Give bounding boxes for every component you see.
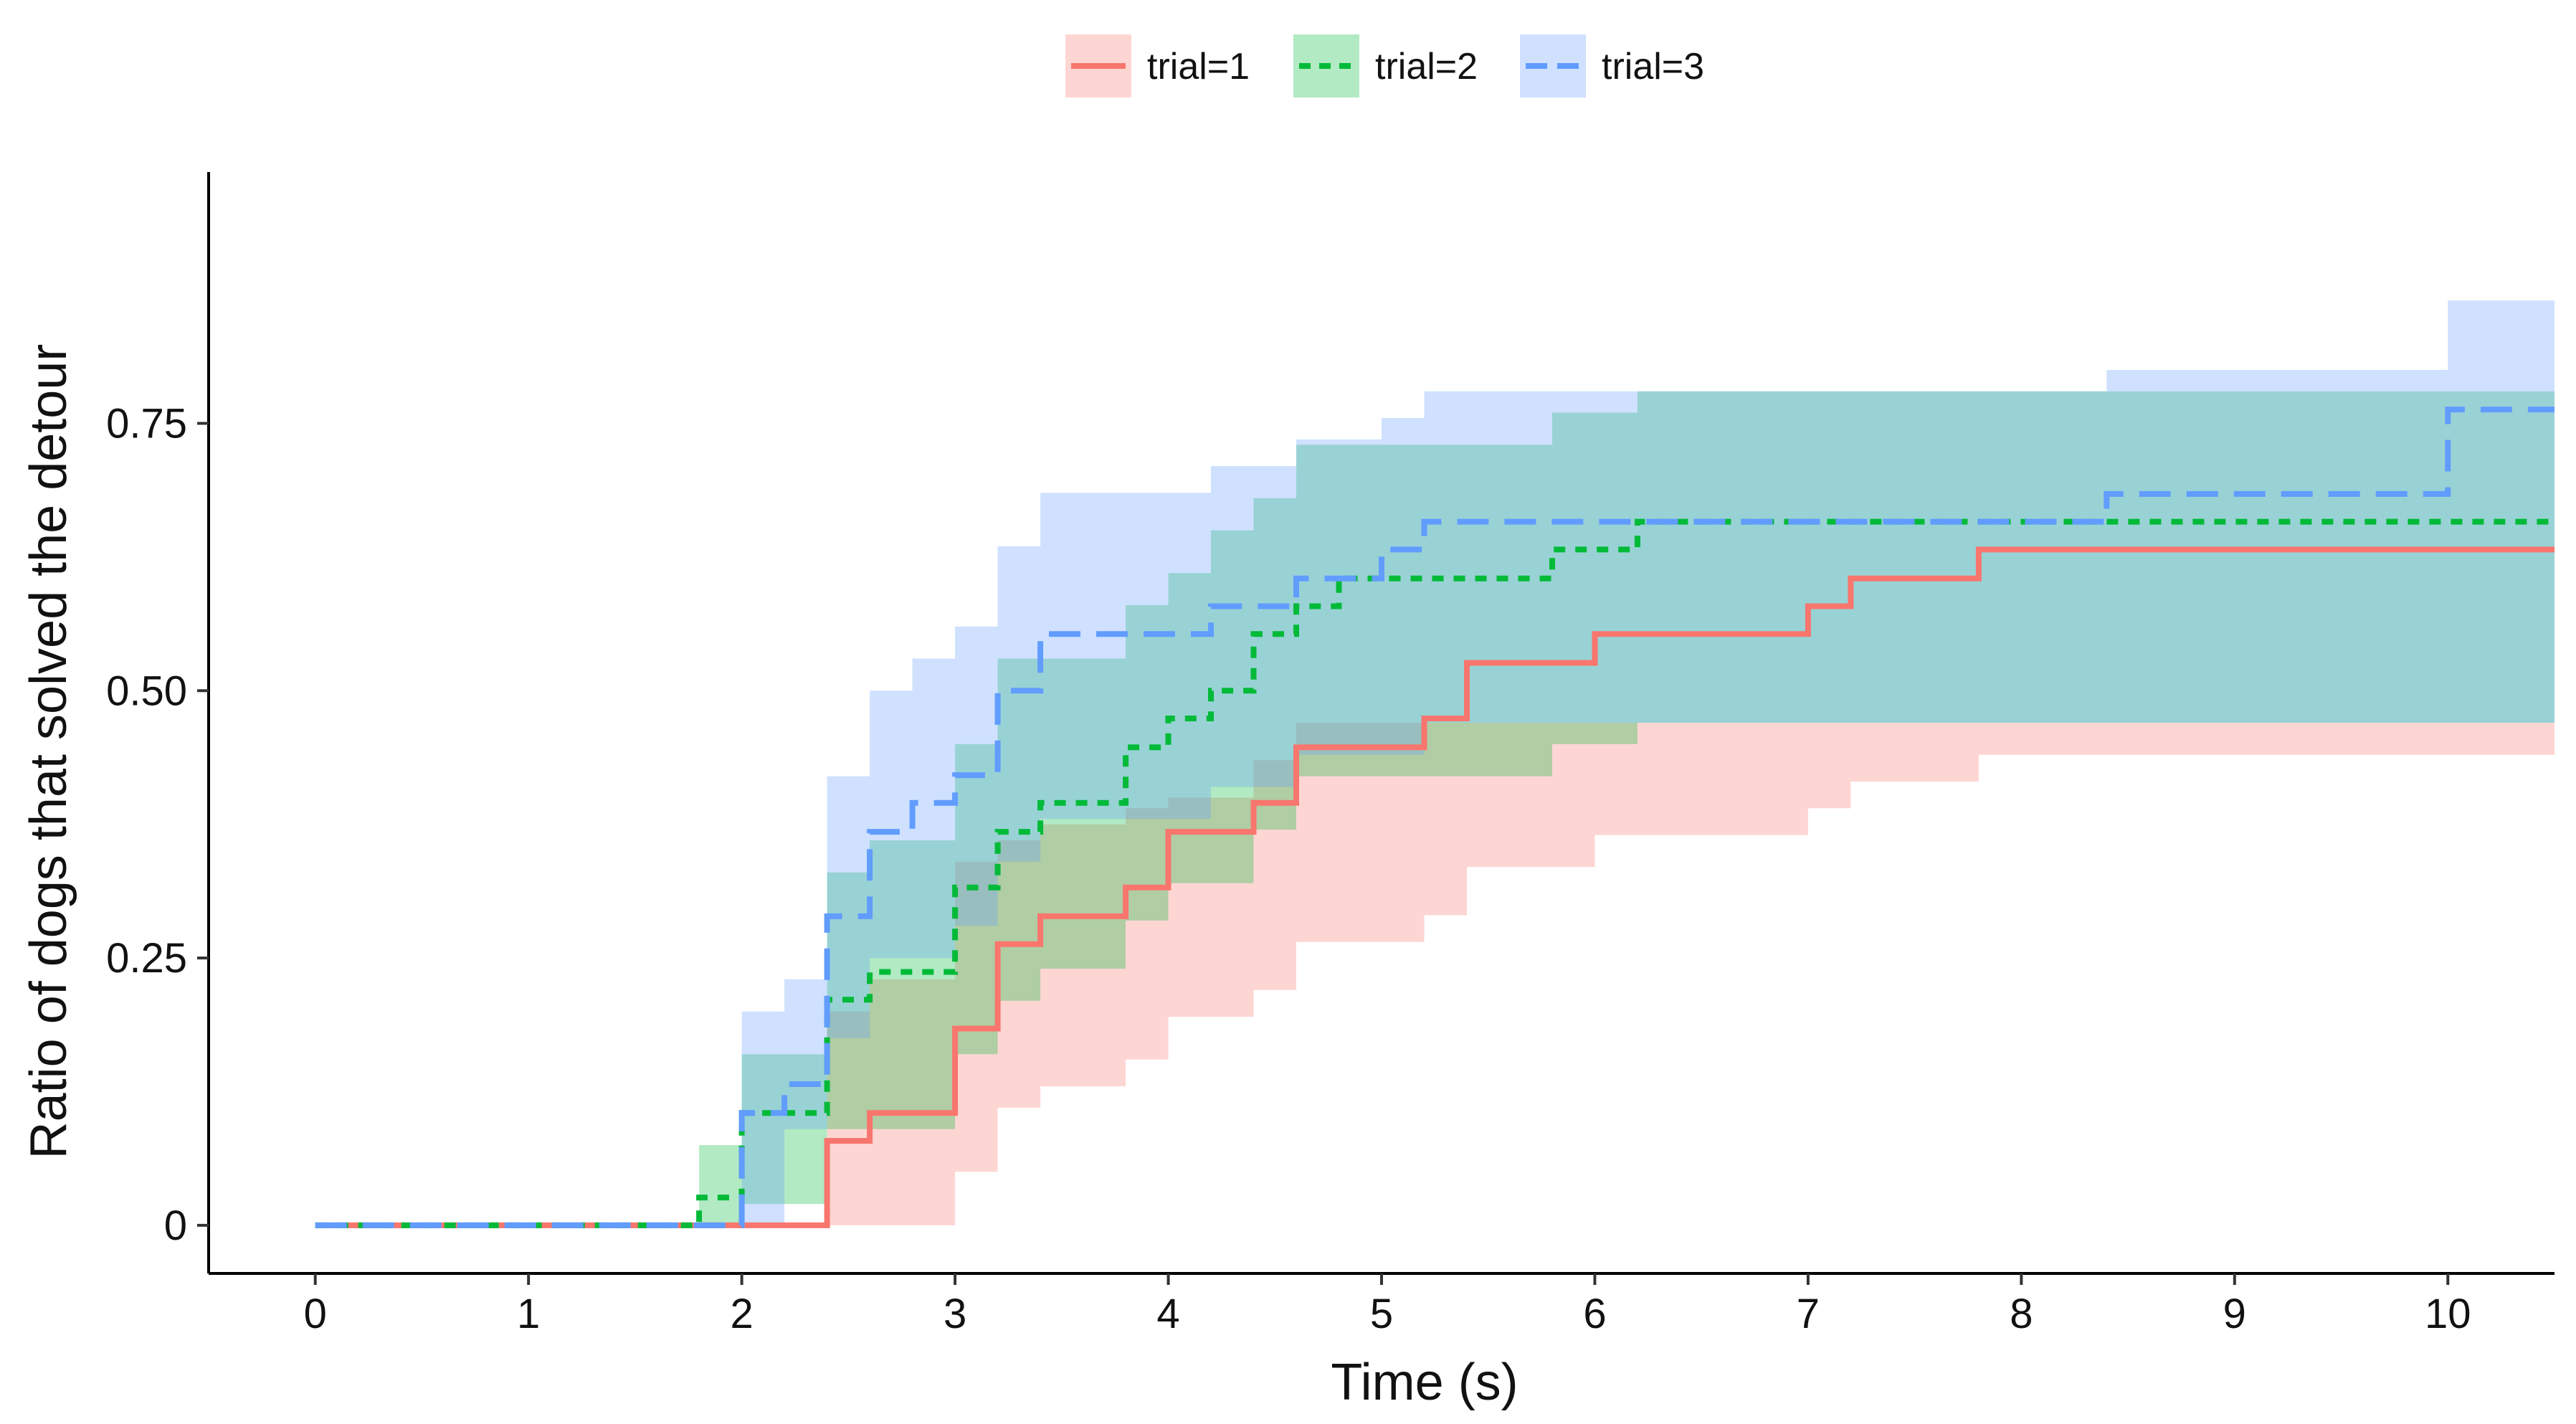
y-tick-label: 0.25 <box>106 935 187 982</box>
confidence-band-2 <box>315 391 2555 1225</box>
legend-label-2: trial=2 <box>1375 46 1478 87</box>
confidence-band-3 <box>315 300 2555 1225</box>
x-tick-label: 9 <box>2223 1291 2246 1337</box>
x-tick-label: 4 <box>1156 1291 1179 1337</box>
x-tick-label: 1 <box>517 1291 540 1337</box>
series-line-2 <box>315 518 2554 1228</box>
series-line-3 <box>315 407 2554 1228</box>
x-tick-label: 8 <box>2010 1291 2033 1337</box>
x-tick-label: 6 <box>1583 1291 1606 1337</box>
y-tick-label: 0.50 <box>106 668 187 714</box>
x-tick-label: 10 <box>2425 1291 2471 1337</box>
x-tick-label: 5 <box>1370 1291 1393 1337</box>
x-axis-title: Time (s) <box>1331 1354 1518 1411</box>
confidence-bands <box>315 300 2555 1225</box>
y-tick-label: 0.75 <box>106 400 187 447</box>
x-tick-label: 3 <box>944 1291 966 1337</box>
legend-label-1: trial=1 <box>1147 46 1250 87</box>
x-tick-label: 2 <box>731 1291 754 1337</box>
series-lines <box>315 407 2554 1228</box>
x-axis-ticks: 0 1 2 3 4 5 6 7 8 9 10 <box>304 1273 2471 1337</box>
legend: trial=1 trial=2 trial=3 <box>1065 34 1704 98</box>
confidence-band-1 <box>315 723 2555 1225</box>
y-axis-title: Ratio of dogs that solved the detour <box>20 344 77 1159</box>
y-tick-label: 0 <box>164 1202 187 1249</box>
y-axis-ticks: 0 0.25 0.50 0.75 <box>106 400 209 1249</box>
x-tick-label: 0 <box>304 1291 327 1337</box>
x-tick-label: 7 <box>1797 1291 1820 1337</box>
legend-label-3: trial=3 <box>1602 46 1704 87</box>
series-line-1 <box>315 546 2554 1228</box>
